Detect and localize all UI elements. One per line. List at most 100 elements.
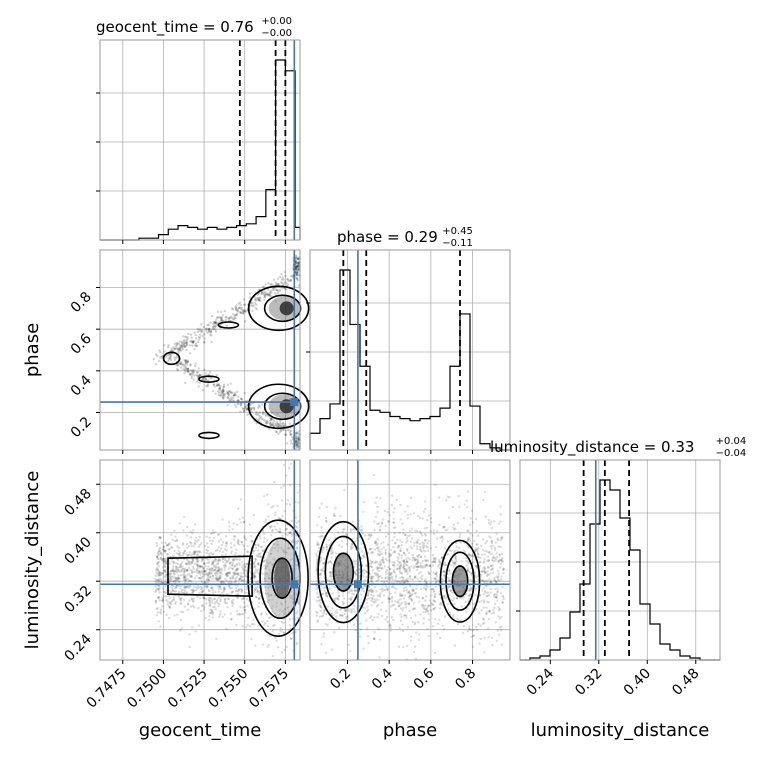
scatter-point [188, 541, 192, 544]
scatter-point [424, 507, 427, 511]
scatter-point [377, 566, 380, 569]
scatter-point [177, 351, 180, 354]
scatter-point [218, 559, 221, 562]
panel-background [100, 40, 300, 240]
scatter-point [211, 560, 214, 563]
scatter-point [223, 587, 226, 590]
scatter-point [156, 555, 159, 559]
scatter-point [295, 641, 299, 644]
scatter-point [466, 630, 470, 633]
scatter-point [484, 542, 487, 545]
scatter-point [379, 592, 382, 595]
scatter-point [385, 572, 388, 576]
scatter-point [234, 570, 237, 573]
scatter-point [372, 637, 376, 640]
scatter-point [428, 564, 431, 568]
scatter-point [257, 562, 260, 565]
scatter-point [196, 563, 199, 566]
scatter-point [349, 528, 352, 531]
scatter-point [252, 549, 255, 553]
scatter-point [485, 585, 488, 588]
scatter-point [339, 608, 342, 612]
scatter-point [320, 606, 323, 609]
scatter-point [444, 563, 448, 567]
scatter-point [196, 560, 200, 564]
scatter-point [366, 634, 370, 638]
scatter-point [337, 544, 341, 547]
scatter-point [179, 570, 182, 574]
scatter-point [290, 540, 294, 544]
scatter-point [230, 581, 233, 584]
scatter-point [197, 559, 200, 562]
scatter-point [199, 551, 202, 554]
scatter-point [263, 295, 266, 299]
scatter-point [172, 572, 176, 575]
scatter-point [161, 547, 164, 551]
scatter-point [495, 575, 498, 578]
scatter-point [322, 635, 325, 638]
scatter-point [475, 529, 478, 532]
scatter-point [161, 559, 165, 562]
scatter-point [229, 316, 232, 320]
scatter-point [500, 578, 503, 581]
scatter-point [407, 595, 411, 598]
scatter-point [193, 541, 196, 545]
panel-frame [309, 249, 511, 451]
scatter-point [157, 596, 160, 600]
scatter-point [163, 350, 166, 353]
scatter-point [154, 362, 158, 366]
scatter-point [192, 565, 195, 568]
scatter-point [380, 579, 384, 583]
scatter-point [257, 572, 260, 575]
scatter-point [281, 287, 284, 290]
scatter-point [192, 585, 196, 588]
scatter-point [393, 561, 396, 564]
scatter-point [189, 363, 192, 366]
scatter-point [209, 587, 213, 590]
scatter-point [195, 560, 199, 563]
scatter-point [497, 522, 501, 525]
scatter-point [179, 587, 182, 590]
scatter-point [483, 581, 486, 584]
scatter-point [457, 546, 461, 550]
scatter-point [178, 580, 181, 583]
scatter-point [232, 313, 235, 316]
scatter-point [164, 561, 167, 564]
scatter-point [238, 562, 241, 565]
scatter-point [190, 340, 193, 343]
scatter-point [438, 618, 441, 622]
scatter-point [262, 560, 265, 563]
scatter-point [491, 644, 494, 647]
scatter-point [195, 558, 198, 561]
scatter-point [263, 291, 266, 295]
scatter-point [476, 546, 480, 550]
scatter-point [191, 531, 194, 535]
scatter-point [232, 571, 236, 575]
scatter-point [225, 627, 228, 631]
scatter-point [332, 614, 335, 617]
scatter-point [400, 615, 403, 619]
scatter-point [334, 506, 337, 510]
scatter-point [238, 612, 241, 616]
scatter-point [377, 547, 380, 551]
scatter-point [419, 564, 422, 567]
scatter-point [322, 557, 326, 560]
scatter-point [233, 315, 236, 318]
scatter-point [398, 554, 401, 557]
scatter-point [447, 579, 451, 583]
scatter-point [423, 586, 426, 590]
scatter-point [273, 594, 276, 597]
scatter-point [369, 534, 373, 537]
scatter-point [319, 601, 322, 604]
scatter-point [189, 373, 192, 376]
scatter-point [169, 603, 173, 606]
scatter-point [393, 564, 396, 568]
scatter-point [251, 618, 255, 622]
scatter-point [294, 516, 298, 519]
scatter-point [400, 556, 403, 560]
scatter-point [419, 571, 422, 574]
scatter-point [441, 578, 444, 582]
scatter-point [171, 588, 174, 592]
scatter-point [443, 615, 447, 619]
scatter-point [296, 443, 300, 446]
